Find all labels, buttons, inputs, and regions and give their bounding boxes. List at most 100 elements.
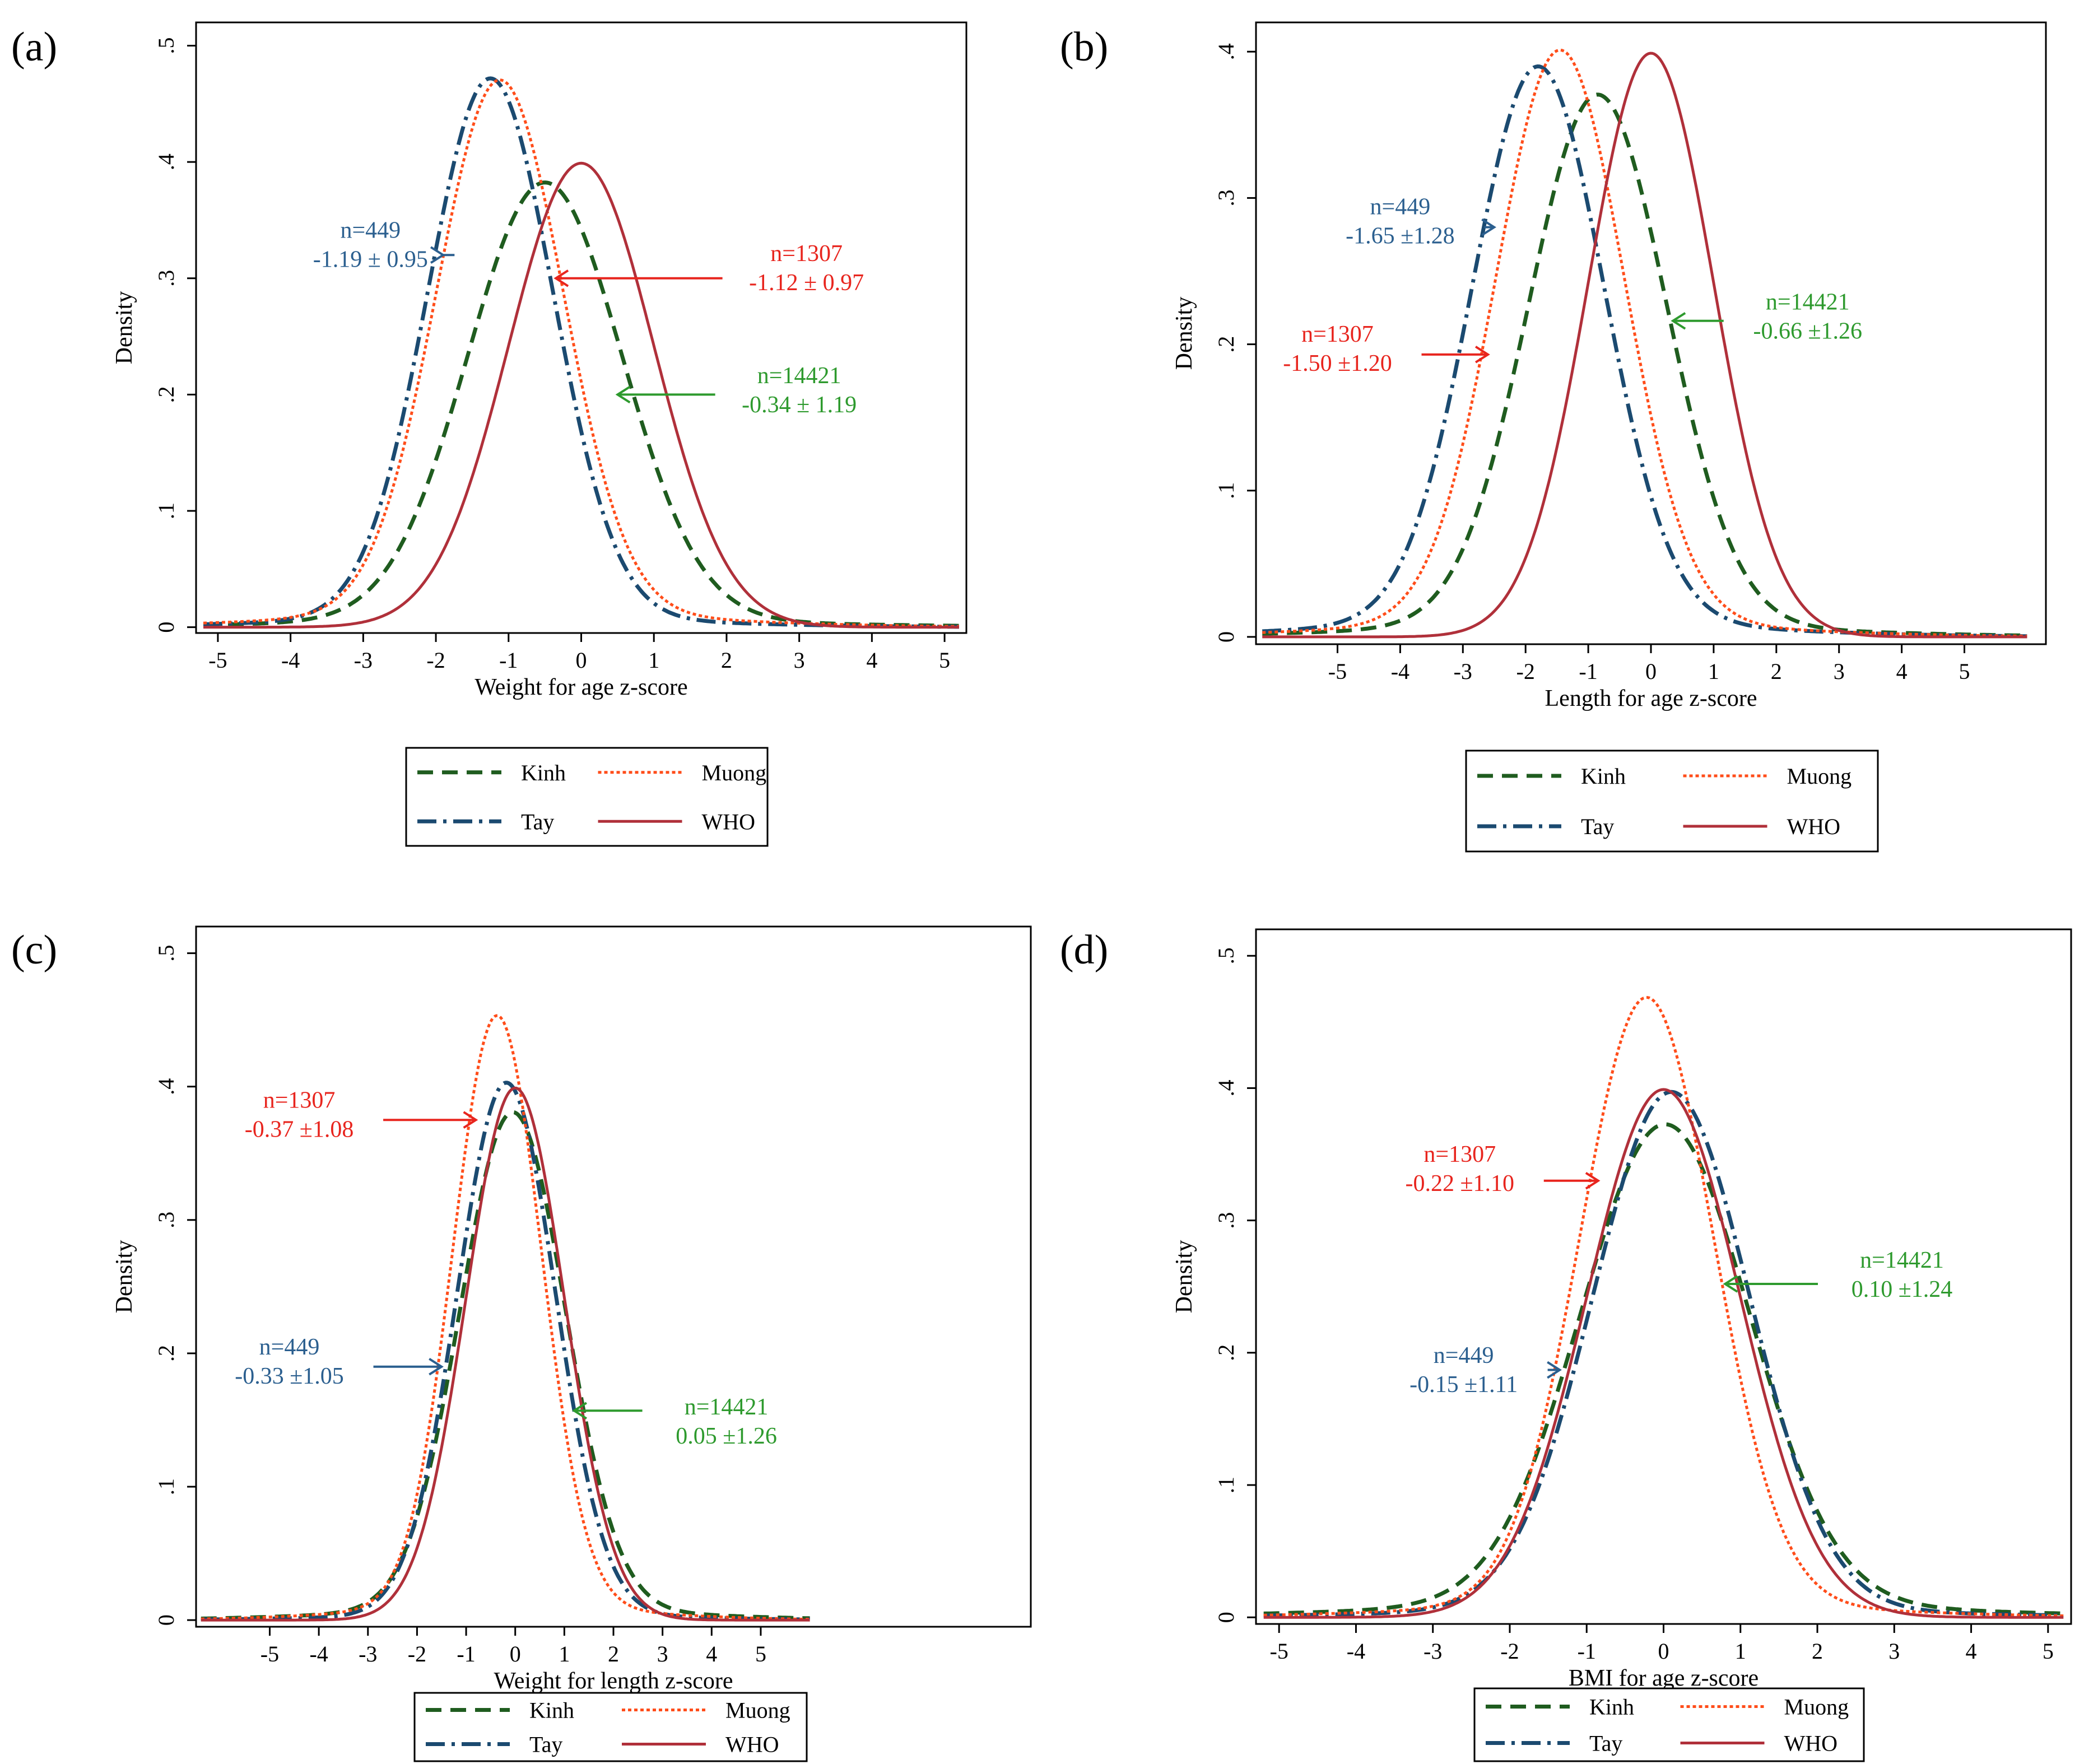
x-tick-label: 3 [1834, 659, 1845, 684]
x-tick-label: -2 [1516, 659, 1535, 684]
x-tick-label: -2 [408, 1641, 426, 1667]
annotation-stat-label: -0.37 ±1.08 [245, 1116, 354, 1142]
legend-label-muong: Muong [702, 760, 767, 785]
x-tick-label: 2 [721, 648, 732, 673]
legend-label-who: WHO [702, 809, 756, 834]
y-tick-label: .3 [153, 1212, 179, 1228]
annotation-arrowhead [430, 246, 445, 264]
annotation-arrowhead [1585, 1172, 1601, 1190]
annotation-n-label: n=14421 [685, 1394, 769, 1420]
y-tick-label: 0 [1213, 631, 1239, 643]
annotation-n-label: n=449 [1434, 1343, 1494, 1369]
annotation-stat-label: 0.05 ±1.26 [676, 1423, 777, 1449]
x-axis-label: BMI for age z-score [1569, 1665, 1759, 1691]
x-tick-label: 0 [1645, 659, 1657, 684]
x-tick-label: -1 [1578, 1639, 1596, 1664]
x-tick-label: -5 [208, 648, 227, 673]
legend-box [1473, 1687, 1865, 1762]
panel-b: (b) -5 -4 -3 -2 -1 0 1 2 3 4 5 0 .1 .2 .3 .4 Length for … [1049, 0, 2098, 882]
series-tay-line [203, 76, 959, 629]
y-tick-label: .2 [1213, 336, 1239, 353]
y-tick-label: .5 [153, 38, 179, 54]
y-tick-label: 0 [153, 1614, 179, 1626]
x-axis-label: Length for age z-score [1545, 686, 1757, 711]
legend-box [405, 747, 769, 847]
x-axis-label: Weight for length z-score [494, 1668, 733, 1694]
series-kinh-line [1262, 92, 2027, 637]
annotation-n-label: n=14421 [1860, 1248, 1944, 1273]
x-tick-label: -5 [1328, 659, 1347, 684]
x-tick-label: -3 [354, 648, 373, 673]
legend-label-kinh: Kinh [1581, 764, 1626, 789]
panel-letter: (c) [11, 927, 58, 973]
series-muong-line [203, 78, 959, 628]
y-axis-label: Density [1171, 297, 1197, 370]
x-tick-label: -2 [426, 648, 445, 673]
annotation-arrowhead [572, 1402, 587, 1419]
x-tick-label: 2 [1771, 659, 1782, 684]
x-tick-label: -2 [1500, 1639, 1519, 1664]
x-tick-label: -4 [1391, 659, 1409, 684]
panel-letter: (b) [1060, 24, 1109, 70]
legend-box [413, 1692, 808, 1762]
series-kinh-line [1263, 1122, 2064, 1616]
annotation-stat-label: 0.10 ±1.24 [1852, 1277, 1953, 1302]
annotation-n-label: n=1307 [770, 241, 843, 267]
x-tick-label: 3 [1888, 1639, 1900, 1664]
legend-label-tay: Tay [1589, 1731, 1622, 1756]
x-tick-label: -1 [499, 648, 518, 673]
annotation-arrowhead [1671, 312, 1686, 330]
y-tick-label: .4 [153, 153, 179, 170]
annotation-stat-label: -1.65 ±1.28 [1346, 224, 1455, 249]
series-who-line [1263, 1088, 2064, 1619]
legend-label-tay: Tay [529, 1732, 562, 1757]
x-tick-label: -3 [359, 1641, 377, 1667]
y-axis-label: Density [111, 1240, 137, 1314]
y-tick-label: .3 [153, 270, 179, 287]
y-tick-label: .3 [1213, 1212, 1239, 1229]
x-tick-label: 3 [794, 648, 805, 673]
x-tick-label: 4 [706, 1641, 717, 1667]
chart-d: -5 -4 -3 -2 -1 0 1 2 3 4 5 0 .1 .2 .3 .4 .5 BMI for age z… [1171, 928, 2072, 1762]
x-tick-label: -1 [1579, 659, 1597, 684]
y-tick-label: .5 [1213, 947, 1239, 964]
x-tick-label: -5 [1270, 1639, 1288, 1664]
annotation-n-label: n=1307 [1424, 1142, 1496, 1167]
annotation-stat-label: -0.22 ±1.10 [1405, 1171, 1514, 1197]
y-axis-label: Density [111, 291, 137, 365]
y-tick-label: .3 [1213, 189, 1239, 206]
y-tick-label: .4 [1213, 1079, 1239, 1096]
annotation-arrowhead [553, 269, 569, 287]
series-muong-line [1263, 996, 2064, 1617]
y-tick-label: .1 [153, 1478, 179, 1495]
annotation-stat-label: -0.66 ±1.26 [1753, 318, 1862, 344]
plot-frame [1255, 21, 2047, 645]
legend-label-tay: Tay [1581, 814, 1614, 839]
series-tay-line [201, 1081, 810, 1622]
x-tick-label: -5 [260, 1641, 279, 1667]
x-tick-label: -1 [457, 1641, 475, 1667]
annotation-n-label: n=449 [259, 1334, 320, 1360]
legend-label-who: WHO [1784, 1731, 1838, 1756]
annotation-stat-label: -0.34 ± 1.19 [742, 392, 857, 418]
x-tick-label: 0 [1658, 1639, 1669, 1664]
x-tick-label: 2 [608, 1641, 619, 1667]
x-tick-label: -4 [281, 648, 300, 673]
annotation-stat-label: -1.50 ±1.20 [1283, 351, 1392, 376]
annotation-stat-label: -0.33 ±1.05 [235, 1363, 344, 1389]
annotation-arrowhead [1723, 1275, 1738, 1293]
legend-label-muong: Muong [725, 1698, 790, 1723]
series-who-line [203, 161, 959, 629]
x-tick-label: 5 [939, 648, 950, 673]
x-tick-label: 1 [648, 648, 659, 673]
annotation-stat-label: -0.15 ±1.11 [1409, 1372, 1518, 1398]
annotation-n-label: n=1307 [1301, 322, 1374, 347]
y-axis-label: Density [1171, 1240, 1197, 1314]
chart-c: -5 -4 -3 -2 -1 0 1 2 3 4 5 0 .1 .2 .3 .4 .5 Weight for le… [111, 925, 1032, 1762]
x-tick-label: 5 [755, 1641, 766, 1667]
annotation-stat-label: -1.12 ± 0.97 [749, 270, 864, 296]
x-tick-label: 3 [657, 1641, 668, 1667]
chart-a: -5 -4 -3 -2 -1 0 1 2 3 4 5 0 .1 .2 .3 .4 .5 Weight for ag… [111, 21, 967, 847]
annotation-n-label: n=449 [340, 217, 401, 243]
x-tick-label: -3 [1424, 1639, 1442, 1664]
